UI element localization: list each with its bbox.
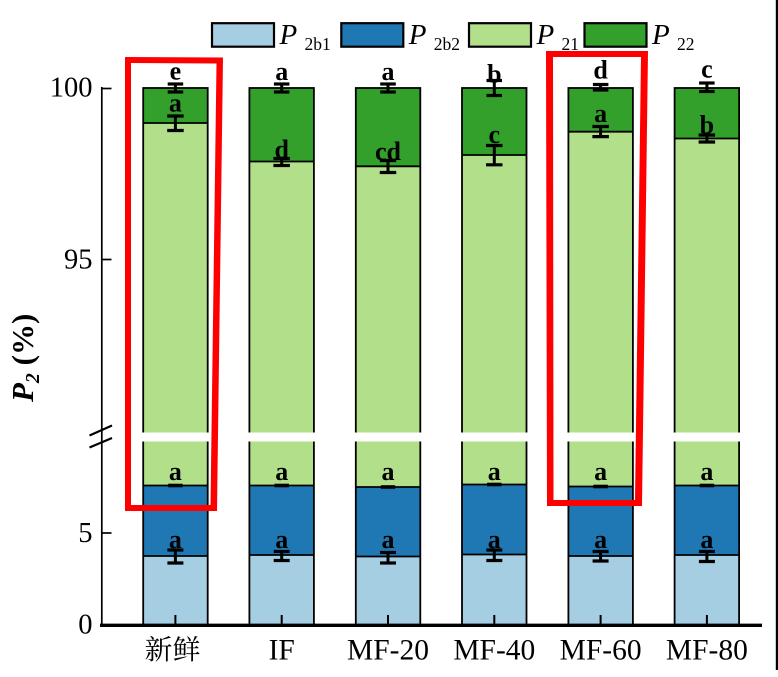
- svg-text:a: a: [594, 457, 607, 486]
- svg-text:MF-80: MF-80: [666, 635, 748, 667]
- svg-text:a: a: [700, 457, 713, 486]
- svg-text:0: 0: [78, 610, 92, 641]
- svg-text:a: a: [382, 457, 395, 486]
- svg-text:a: a: [169, 457, 182, 486]
- svg-text:a: a: [488, 525, 501, 554]
- svg-text:a: a: [382, 525, 395, 554]
- svg-text:a: a: [488, 457, 501, 486]
- svg-text:100: 100: [50, 73, 93, 104]
- svg-text:MF-40: MF-40: [453, 635, 535, 667]
- svg-text:d: d: [274, 135, 289, 164]
- svg-text:IF: IF: [269, 635, 295, 667]
- svg-text:P: P: [536, 19, 555, 51]
- svg-text:P: P: [651, 19, 670, 51]
- svg-text:5: 5: [78, 518, 92, 549]
- svg-text:cd: cd: [375, 137, 402, 166]
- svg-text:b: b: [487, 60, 501, 89]
- svg-text:MF-20: MF-20: [347, 635, 429, 667]
- svg-text:c: c: [701, 55, 713, 84]
- svg-text:a: a: [594, 525, 607, 554]
- svg-text:a: a: [169, 89, 182, 118]
- svg-text:P: P: [279, 19, 298, 51]
- svg-text:a: a: [169, 525, 182, 554]
- svg-text:P2 (%): P2 (%): [5, 314, 44, 403]
- svg-text:b: b: [700, 111, 714, 140]
- svg-text:MF-60: MF-60: [560, 635, 642, 667]
- svg-text:a: a: [275, 457, 288, 486]
- svg-text:P: P: [408, 19, 427, 51]
- svg-text:22: 22: [677, 34, 695, 54]
- svg-text:a: a: [382, 57, 395, 86]
- svg-text:c: c: [489, 120, 501, 149]
- svg-text:2b2: 2b2: [434, 34, 460, 54]
- svg-text:a: a: [594, 99, 607, 128]
- svg-text:a: a: [275, 525, 288, 554]
- svg-text:21: 21: [562, 34, 580, 54]
- svg-text:a: a: [700, 525, 713, 554]
- svg-text:2b1: 2b1: [305, 34, 331, 54]
- svg-text:d: d: [593, 56, 608, 85]
- svg-text:a: a: [275, 57, 288, 86]
- svg-text:e: e: [170, 57, 182, 86]
- svg-text:95: 95: [64, 245, 93, 276]
